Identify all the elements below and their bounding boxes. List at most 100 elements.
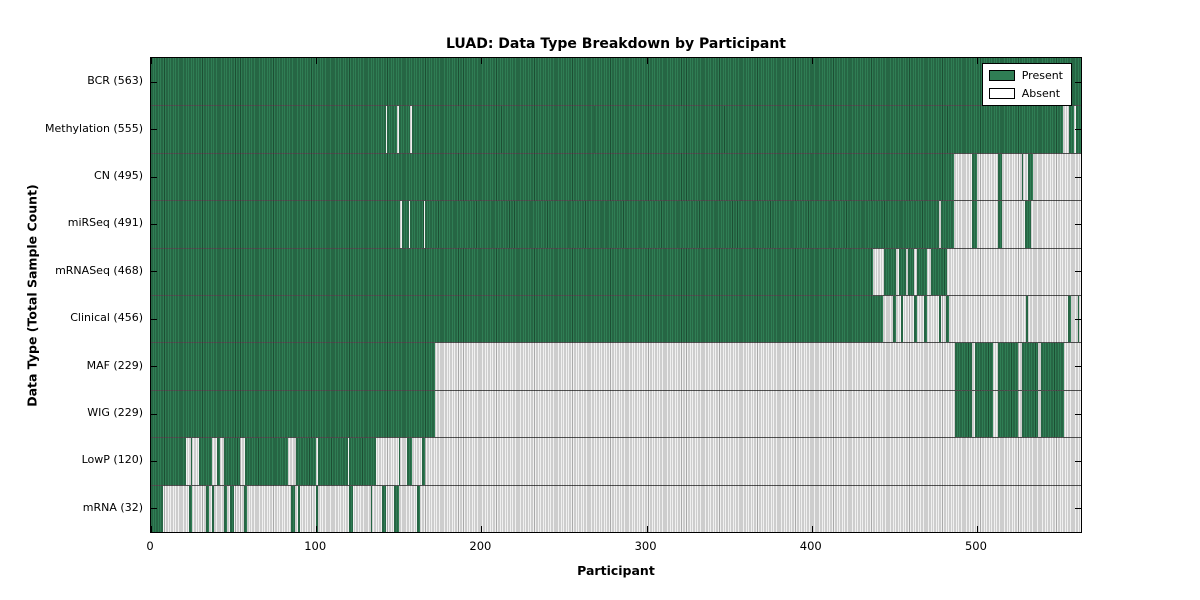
- y-tick-label: CN (495): [94, 169, 143, 182]
- heatmap-row-cn: [151, 152, 1081, 201]
- present-segment: [230, 485, 234, 532]
- plot-area: Present Absent: [150, 57, 1082, 533]
- present-segment: [1021, 153, 1024, 201]
- present-segment: [205, 485, 209, 532]
- present-segment: [151, 153, 954, 201]
- present-segment: [393, 485, 399, 532]
- present-segment: [151, 201, 401, 248]
- y-tick-label: MAF (229): [86, 358, 143, 372]
- present-segment: [945, 296, 949, 343]
- legend-absent-swatch: [988, 88, 1015, 99]
- y-tick-mark-left: [151, 508, 157, 510]
- x-tick-label: 300: [634, 539, 657, 553]
- y-tick-mark-left: [151, 413, 157, 415]
- present-segment: [1041, 390, 1065, 438]
- present-segment: [930, 248, 948, 295]
- present-segment: [223, 485, 227, 532]
- y-tick-mark-left: [151, 318, 157, 320]
- y-axis-label: Data Type (Total Sample Count): [24, 184, 40, 407]
- present-segment: [296, 438, 317, 485]
- present-segment: [1028, 153, 1034, 201]
- present-segment: [402, 201, 409, 248]
- y-tick-mark-right: [1075, 318, 1081, 320]
- present-segment: [387, 106, 398, 153]
- x-tick-mark-top: [976, 58, 978, 64]
- x-tick-label: 500: [964, 539, 987, 553]
- x-tick-mark-bottom: [481, 526, 483, 532]
- present-segment: [884, 248, 896, 295]
- legend-absent-label: Absent: [1021, 87, 1061, 100]
- heatmap-row-wig: [151, 389, 1081, 438]
- present-segment: [212, 485, 214, 532]
- present-segment: [892, 296, 896, 343]
- present-segment: [917, 248, 928, 295]
- present-segment: [1067, 296, 1072, 343]
- present-segment: [410, 201, 424, 248]
- legend-present-swatch: [988, 70, 1015, 81]
- present-segment: [1026, 296, 1029, 343]
- present-segment: [938, 296, 941, 343]
- y-tick-label: LowP (120): [81, 453, 143, 467]
- present-segment: [245, 438, 289, 485]
- present-segment: [975, 343, 994, 390]
- heatmap-row-bcr: [151, 58, 1081, 106]
- x-tick-mark-bottom: [811, 526, 813, 532]
- heatmap-row-methylation: [151, 105, 1081, 153]
- y-tick-mark-right: [1075, 460, 1081, 462]
- x-tick-label: 0: [146, 539, 154, 553]
- y-tick-mark-right: [1075, 176, 1081, 178]
- present-segment: [421, 438, 426, 485]
- y-tick-label: WIG (229): [87, 406, 143, 419]
- heatmap-row-clinical: [151, 295, 1081, 343]
- y-tick-mark-left: [151, 129, 157, 131]
- x-tick-label: 400: [799, 539, 822, 553]
- present-segment: [223, 438, 241, 485]
- present-segment: [151, 296, 883, 343]
- present-segment: [998, 343, 1019, 390]
- present-segment: [316, 485, 318, 532]
- y-tick-label: BCR (563): [87, 74, 143, 88]
- x-tick-mark-top: [646, 58, 648, 64]
- present-segment: [151, 248, 873, 295]
- y-tick-mark-left: [151, 460, 157, 462]
- x-tick-mark-bottom: [646, 526, 648, 532]
- y-tick-mark-left: [151, 271, 157, 273]
- present-segment: [955, 390, 972, 438]
- y-tick-mark-right: [1075, 223, 1081, 225]
- present-segment: [971, 153, 977, 201]
- y-tick-mark-right: [1075, 81, 1081, 83]
- present-segment: [1021, 390, 1039, 438]
- present-segment: [1024, 201, 1032, 248]
- y-tick-label: Clinical (456): [70, 311, 143, 325]
- y-tick-mark-left: [151, 366, 157, 368]
- present-segment: [317, 438, 348, 485]
- present-segment: [151, 58, 1081, 106]
- present-segment: [971, 201, 977, 248]
- present-segment: [407, 438, 412, 485]
- heatmap-row-mirseq: [151, 200, 1081, 248]
- present-segment: [291, 485, 295, 532]
- x-tick-label: 100: [304, 539, 327, 553]
- y-tick-label: mRNASeq (468): [55, 263, 143, 277]
- present-segment: [349, 485, 353, 532]
- y-tick-mark-left: [151, 176, 157, 178]
- x-tick-label: 200: [469, 539, 492, 553]
- y-tick-mark-right: [1075, 129, 1081, 131]
- y-tick-mark-right: [1075, 271, 1081, 273]
- present-segment: [398, 438, 401, 485]
- present-segment: [411, 106, 1063, 153]
- present-segment: [243, 485, 247, 532]
- heatmap-row-maf: [151, 342, 1081, 390]
- present-segment: [151, 106, 386, 153]
- x-tick-mark-top: [811, 58, 813, 64]
- present-segment: [151, 390, 436, 438]
- y-tick-label: Methylation (555): [45, 121, 143, 135]
- present-segment: [190, 438, 193, 485]
- present-segment: [370, 485, 373, 532]
- present-segment: [998, 201, 1002, 248]
- present-segment: [425, 201, 939, 248]
- y-tick-label: miRSeq (491): [67, 216, 143, 230]
- legend-entry-present: Present: [988, 69, 1063, 82]
- present-segment: [198, 438, 213, 485]
